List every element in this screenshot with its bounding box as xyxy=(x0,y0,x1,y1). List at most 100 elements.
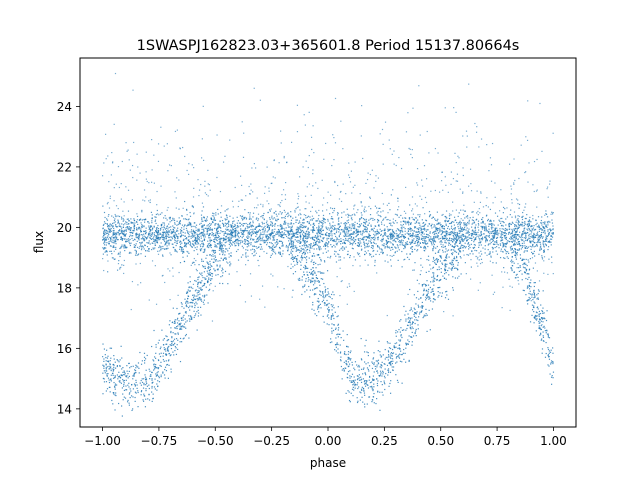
data-point xyxy=(264,306,266,308)
data-point xyxy=(246,225,248,227)
data-point xyxy=(261,233,263,236)
data-point xyxy=(290,222,292,224)
data-point xyxy=(175,250,178,252)
data-point xyxy=(259,243,261,245)
data-point xyxy=(390,232,392,234)
data-point xyxy=(485,230,487,232)
data-point xyxy=(144,218,147,220)
data-point xyxy=(518,221,520,223)
data-point xyxy=(437,229,439,232)
data-point xyxy=(140,230,143,232)
data-point xyxy=(390,228,392,231)
data-point xyxy=(493,291,496,293)
data-point xyxy=(197,234,199,236)
data-point xyxy=(472,222,474,224)
data-point xyxy=(518,234,520,236)
data-point xyxy=(404,242,407,244)
data-point xyxy=(329,232,331,235)
data-point xyxy=(199,248,201,250)
data-point xyxy=(440,243,442,245)
data-point xyxy=(200,235,202,237)
data-point xyxy=(271,245,274,247)
data-point xyxy=(364,245,366,247)
data-point xyxy=(549,183,551,185)
data-point xyxy=(472,247,474,249)
data-point xyxy=(465,236,467,238)
data-point xyxy=(464,242,466,244)
data-point xyxy=(191,230,193,233)
data-point xyxy=(207,224,209,226)
data-point xyxy=(169,218,171,220)
data-point xyxy=(130,221,132,223)
data-point xyxy=(357,238,360,240)
data-point xyxy=(506,229,508,231)
data-point xyxy=(364,259,366,261)
data-point xyxy=(253,87,255,89)
data-point xyxy=(318,231,320,234)
data-point xyxy=(234,234,236,236)
data-point xyxy=(389,241,391,243)
data-point xyxy=(488,236,491,238)
data-point xyxy=(230,229,232,231)
data-point xyxy=(228,220,230,222)
data-point xyxy=(125,233,127,235)
data-point xyxy=(146,180,148,183)
data-point xyxy=(392,231,394,234)
data-point xyxy=(243,231,245,233)
data-point xyxy=(422,241,424,244)
data-point xyxy=(448,218,451,220)
data-point xyxy=(393,222,395,224)
data-point xyxy=(187,224,189,227)
data-point xyxy=(374,264,376,267)
data-point xyxy=(192,287,194,290)
data-point xyxy=(332,239,335,241)
data-point xyxy=(448,228,451,230)
data-point xyxy=(142,236,144,238)
data-point xyxy=(108,181,110,183)
data-point xyxy=(163,224,166,226)
data-point xyxy=(457,222,460,224)
data-point xyxy=(279,248,281,250)
data-point xyxy=(319,246,322,248)
data-point xyxy=(351,238,353,240)
data-point xyxy=(103,162,105,164)
data-point xyxy=(319,229,321,231)
data-point xyxy=(526,224,528,226)
data-point xyxy=(519,254,521,256)
data-point xyxy=(465,232,467,234)
data-point xyxy=(297,278,299,280)
data-point xyxy=(466,231,468,233)
data-point xyxy=(354,239,356,241)
data-point xyxy=(194,264,196,266)
data-point xyxy=(297,228,299,230)
data-point xyxy=(204,248,206,250)
data-point xyxy=(404,217,406,219)
data-point xyxy=(477,222,480,225)
data-point xyxy=(452,246,454,248)
data-point xyxy=(492,293,494,295)
data-point xyxy=(451,241,454,243)
data-point xyxy=(239,243,241,245)
data-point xyxy=(128,236,131,238)
data-point xyxy=(335,243,337,245)
data-point xyxy=(491,224,493,227)
data-point xyxy=(322,237,324,239)
data-point xyxy=(326,243,328,245)
data-point xyxy=(358,379,361,381)
data-point xyxy=(499,257,502,259)
data-point xyxy=(471,230,473,232)
data-point xyxy=(499,243,501,245)
data-point xyxy=(392,240,394,242)
data-point xyxy=(382,239,384,241)
data-point xyxy=(447,225,449,228)
data-point xyxy=(457,253,460,255)
data-point xyxy=(475,255,477,258)
data-point xyxy=(511,247,514,250)
data-point xyxy=(385,241,388,243)
data-point xyxy=(504,232,506,234)
data-point xyxy=(298,260,300,262)
data-point xyxy=(163,237,166,239)
data-point xyxy=(276,215,278,217)
data-point xyxy=(317,236,319,238)
data-point xyxy=(338,253,340,256)
